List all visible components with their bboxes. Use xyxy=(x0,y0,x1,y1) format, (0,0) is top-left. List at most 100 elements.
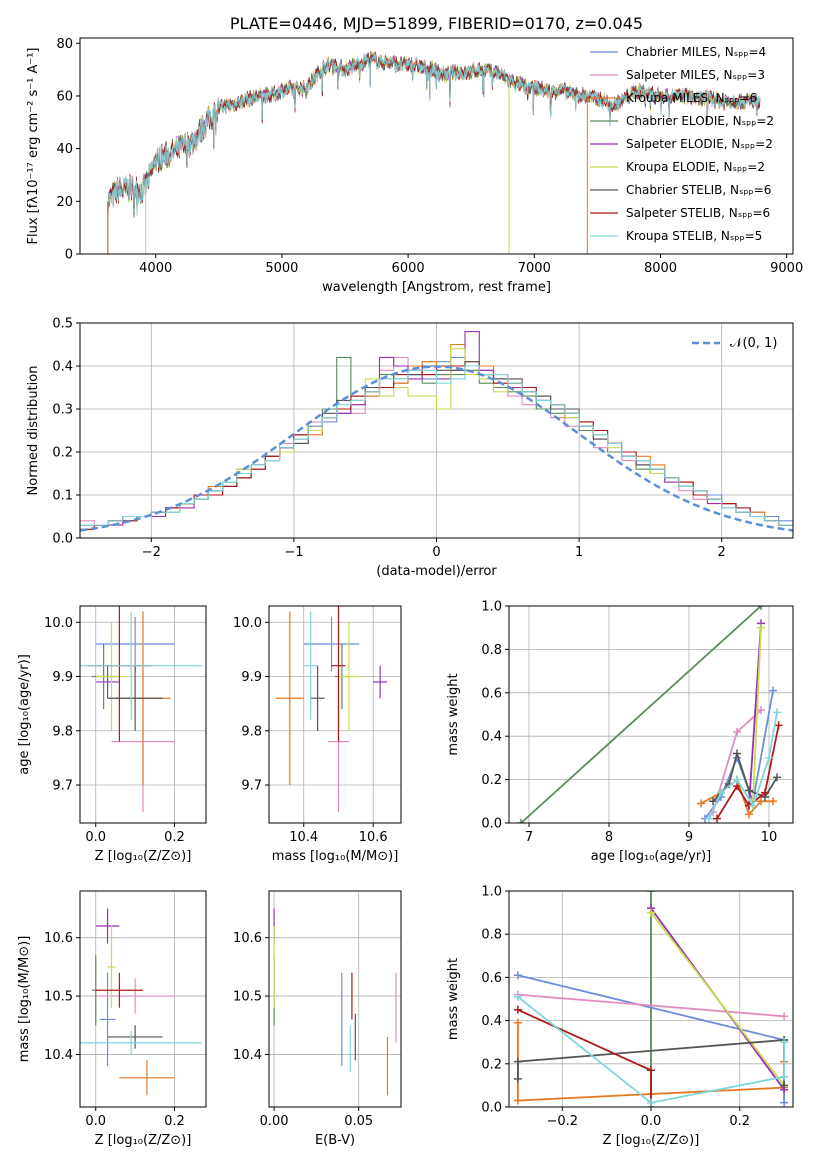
legend-label: Chabrier ELODIE, Nₛₚₚ=2 xyxy=(626,114,774,128)
y-tick-label: 0.2 xyxy=(481,773,502,788)
plus-marker xyxy=(717,788,725,797)
normal-curve xyxy=(80,365,793,532)
x-tick-label: 0 xyxy=(432,545,440,560)
x-tick-label: 9 xyxy=(685,830,693,845)
y-tick-label: 9.7 xyxy=(241,779,262,794)
y-axis-label: mass [log₁₀(M/M⊙)] xyxy=(17,936,32,1063)
plus-marker xyxy=(705,814,713,823)
plot-area xyxy=(80,606,203,813)
y-axis-label: mass weight xyxy=(446,958,461,1040)
x-tick-label: 0.00 xyxy=(260,1114,289,1129)
y-tick-label: 20 xyxy=(56,195,73,210)
errorbar-point-ch_stelib xyxy=(107,665,163,731)
y-tick-label: 10.0 xyxy=(233,616,262,631)
errorbar-point-sa_miles xyxy=(95,978,175,1014)
plus-marker xyxy=(761,788,769,797)
plus-marker xyxy=(513,1005,522,1014)
x-tick-label: −1 xyxy=(284,545,303,560)
plus-marker xyxy=(780,1072,789,1081)
plus-marker xyxy=(647,1066,655,1075)
plus-marker xyxy=(757,606,765,610)
errorbar-point-ch_miles xyxy=(95,616,175,672)
y-tick-label: 0.3 xyxy=(52,403,73,418)
x-tick-label: −2 xyxy=(142,545,161,560)
x-tick-label: −0.2 xyxy=(546,1114,578,1129)
plus-marker xyxy=(780,1098,789,1107)
plus-marker xyxy=(513,1096,522,1105)
x-tick-label: 8 xyxy=(605,830,613,845)
x-tick-label: 2 xyxy=(718,545,726,560)
y-tick-label: 80 xyxy=(56,37,73,52)
plot-area xyxy=(80,331,793,532)
y-tick-label: 0.0 xyxy=(52,532,73,547)
y-tick-label: 0.4 xyxy=(481,730,502,745)
y-tick-label: 0.1 xyxy=(52,489,73,504)
plus-marker xyxy=(513,971,522,980)
y-tick-label: 0.2 xyxy=(481,1057,502,1072)
plus-marker xyxy=(733,775,741,784)
panel-mass_vs_z: 0.0 0.2 10.4 10.5 10.6 Z [log₁₀(Z/Z⊙)] mass [l… xyxy=(17,890,207,1148)
legend-entry: Kroupa STELIB, Nₛₚₚ=5 xyxy=(590,229,762,243)
x-axis-label: (data-model)/error xyxy=(376,564,497,579)
x-tick-label: 10.6 xyxy=(359,830,388,845)
legend-label: Chabrier STELIB, Nₛₚₚ=6 xyxy=(626,183,771,197)
plus-marker xyxy=(513,1057,522,1066)
y-tick-label: 0.8 xyxy=(481,643,502,658)
errorbar-point-ch_stelib xyxy=(310,665,325,731)
y-tick-label: 9.9 xyxy=(241,670,262,685)
plus-marker xyxy=(709,797,717,806)
plus-marker xyxy=(757,706,765,715)
axes-frame xyxy=(79,37,794,255)
y-tick-label: 0.6 xyxy=(481,971,502,986)
y-tick-label: 0.0 xyxy=(481,1101,502,1116)
y-tick-label: 9.8 xyxy=(52,724,73,739)
legend-label: Kroupa ELODIE, Nₛₚₚ=2 xyxy=(626,160,765,174)
plus-marker xyxy=(769,686,777,695)
x-tick-label: 1 xyxy=(575,545,583,560)
errorbar-point-sa_stelib xyxy=(331,606,346,742)
errorbar-point-sa_stelib xyxy=(95,972,143,1008)
x-tick-label: 9000 xyxy=(770,261,803,276)
errorbar-point-sa_elodie xyxy=(95,665,120,699)
axes-frame xyxy=(508,605,794,824)
series-line-kr_elodie xyxy=(752,627,762,802)
errorbar-point-ch_miles xyxy=(303,616,360,672)
plot-area xyxy=(107,51,761,254)
plus-marker xyxy=(697,799,705,808)
x-tick-label: 0.0 xyxy=(641,1114,662,1129)
errorbar-point-sa_elodie xyxy=(373,665,388,699)
x-axis-label: Z [log₁₀(Z/Z⊙)] xyxy=(95,1133,192,1148)
x-tick-label: 10.4 xyxy=(289,830,318,845)
panel-residuals: −2 −1 0 1 2 0.0 0.1 0.2 0.3 0.4 0.5 (data-model)/er… xyxy=(26,317,794,579)
series-line-ch_elodie xyxy=(520,606,762,823)
legend-label: Chabrier MILES, Nₛₚₚ=4 xyxy=(626,45,766,59)
plot-area xyxy=(275,606,388,813)
legend-label: Salpeter MILES, Nₛₚₚ=3 xyxy=(626,68,765,82)
legend-label: Kroupa MILES, Nₛₚₚ=6 xyxy=(626,91,757,105)
plus-marker xyxy=(745,810,753,819)
x-axis-label: wavelength [Angstrom, rest frame] xyxy=(322,280,551,295)
y-tick-label: 9.9 xyxy=(52,670,73,685)
errorbar-point-kr_elodie xyxy=(107,926,116,1008)
x-axis-label: Z [log₁₀(Z/Z⊙)] xyxy=(95,849,192,864)
y-tick-label: 10.4 xyxy=(44,1048,73,1063)
y-tick-label: 0.4 xyxy=(52,360,73,375)
plus-marker xyxy=(773,708,781,717)
panel-age_vs_mass: 10.4 10.6 9.7 9.8 9.9 10.0 mass [log₁₀(M/M⊙)] xyxy=(233,605,402,864)
y-tick-label: 9.8 xyxy=(241,724,262,739)
y-tick-label: 40 xyxy=(56,142,73,157)
plus-marker xyxy=(757,797,765,806)
hist-kr_stelib xyxy=(80,365,793,526)
legend-entry: Salpeter ELODIE, Nₛₚₚ=2 xyxy=(590,137,773,151)
x-axis-label: E(B-V) xyxy=(315,1133,355,1148)
x-tick-label: 0.2 xyxy=(164,1114,185,1129)
errorbar-point-kr_elodie xyxy=(95,622,128,731)
x-tick-label: 4000 xyxy=(139,261,172,276)
plus-marker xyxy=(780,1038,789,1047)
y-tick-label: 10.0 xyxy=(44,616,73,631)
y-axis-label: age [log₁₀(age/yr)] xyxy=(17,654,32,775)
legend-entry: Salpeter MILES, Nₛₚₚ=3 xyxy=(590,68,765,82)
series-line-kr_elodie xyxy=(650,912,785,1086)
legend-label: Salpeter ELODIE, Nₛₚₚ=2 xyxy=(626,137,773,151)
x-tick-label: 10 xyxy=(761,830,778,845)
